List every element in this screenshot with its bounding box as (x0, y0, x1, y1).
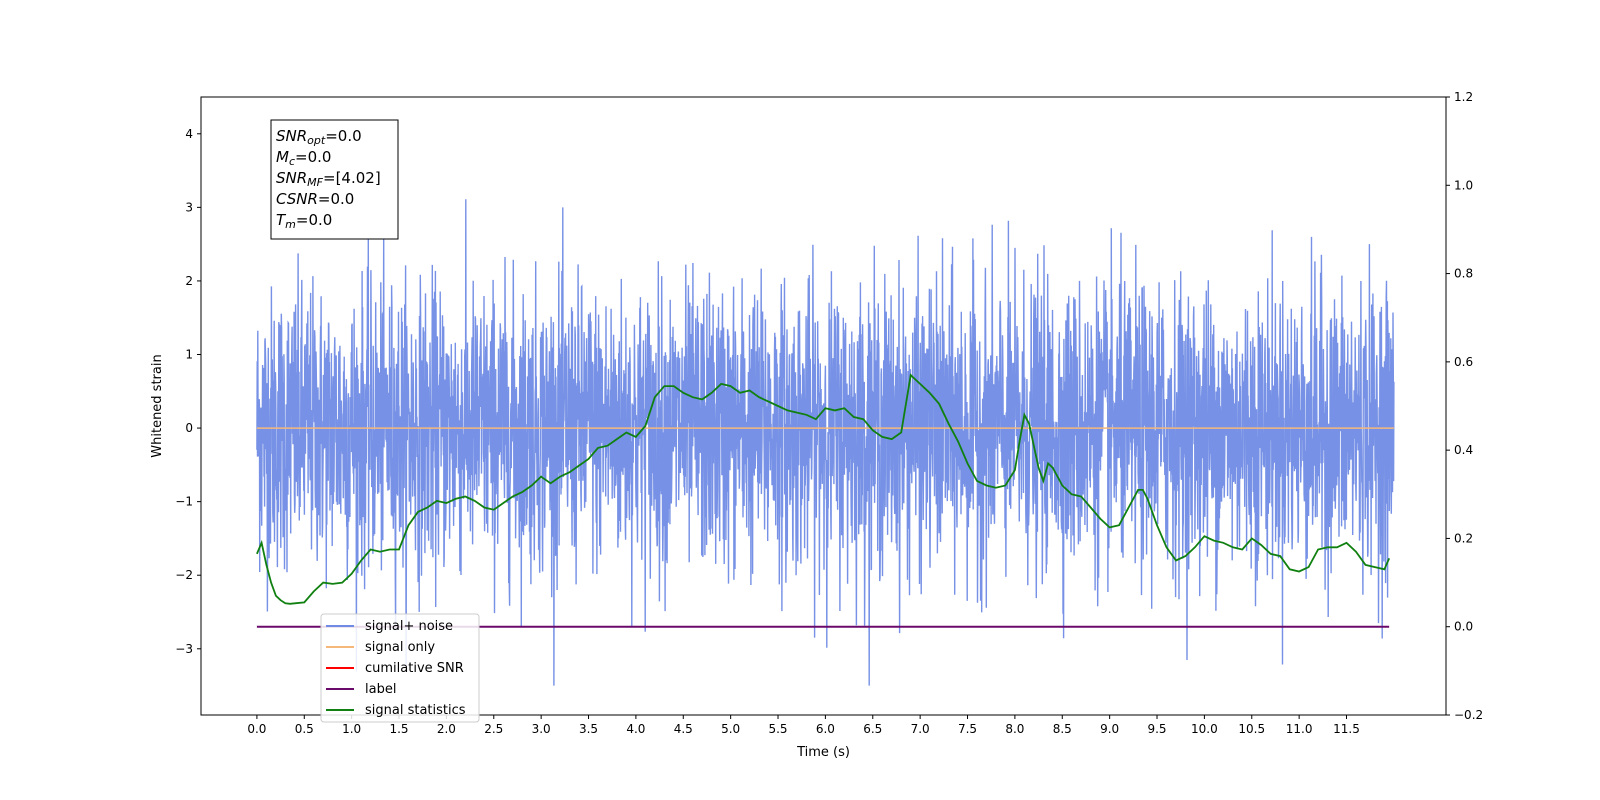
x-tick-label: 3.5 (579, 722, 598, 736)
x-tick-label: 4.5 (674, 722, 693, 736)
legend-label: cumilative SNR (365, 661, 464, 676)
x-tick-label: 2.5 (484, 722, 503, 736)
legend-label: label (365, 682, 396, 697)
annotation-line: CSNR=0.0 (276, 190, 354, 208)
x-axis-label: Time (s) (796, 745, 850, 760)
y2-tick-label: 1.0 (1454, 178, 1473, 192)
x-tick-label: 2.0 (437, 722, 456, 736)
y2-axis-ticks: −0.2 0.0 0.2 0.4 0.6 0.8 1.0 1.2 (1446, 90, 1483, 722)
y-tick-label: 2 (185, 274, 193, 288)
annotation-frame (270, 119, 399, 240)
x-tick-label: 5.0 (721, 722, 740, 736)
legend-frame (320, 613, 480, 723)
x-tick-label: 0.5 (295, 722, 314, 736)
x-tick-label: 3.0 (532, 722, 551, 736)
y-axis-ticks: −3 −2 −1 0 1 2 3 4 (175, 127, 201, 656)
y-tick-label: −2 (175, 568, 193, 582)
x-tick-label: 10.5 (1238, 722, 1265, 736)
x-tick-label: 6.0 (816, 722, 835, 736)
y-tick-label: −3 (175, 642, 193, 656)
x-tick-label: 9.5 (1147, 722, 1166, 736)
x-tick-label: 1.5 (389, 722, 408, 736)
x-tick-label: 10.0 (1191, 722, 1218, 736)
series-signal-statistics (256, 373, 1391, 605)
x-tick-label: 7.5 (958, 722, 977, 736)
legend: signal+ noise signal only cumilative SNR la… (320, 613, 480, 723)
annotation-line: Mc=0.0 (276, 148, 331, 168)
annotation-line: SNRopt=0.0 (276, 127, 362, 147)
y-tick-label: −1 (175, 495, 193, 509)
annotation-line: Tm=0.0 (276, 211, 332, 231)
y2-tick-label: 0.2 (1454, 531, 1473, 545)
legend-label: signal statistics (365, 703, 466, 718)
y-tick-label: 1 (185, 348, 193, 362)
y2-tick-label: 0.6 (1454, 355, 1473, 369)
y-tick-label: 3 (185, 200, 193, 214)
y2-tick-label: −0.2 (1454, 708, 1483, 722)
x-tick-label: 11.0 (1286, 722, 1313, 736)
annotation-line: SNRMF=[4.02] (276, 169, 381, 189)
y-tick-label: 4 (185, 127, 193, 141)
y2-tick-label: 0.4 (1454, 443, 1473, 457)
y-axis-label: Whitened strain (150, 354, 165, 457)
x-axis-ticks: 0.0 0.5 1.0 1.5 2.0 2.5 3.0 3.5 4.0 4.5 5.0 5.5 6.0 6… (247, 715, 1360, 736)
x-tick-label: 9.0 (1100, 722, 1119, 736)
x-tick-label: 6.5 (863, 722, 882, 736)
series-signal-noise (256, 199, 1395, 686)
legend-label: signal+ noise (365, 619, 453, 634)
x-tick-label: 1.0 (342, 722, 361, 736)
y-tick-label: 0 (185, 421, 193, 435)
x-tick-label: 11.5 (1333, 722, 1360, 736)
y2-tick-label: 1.2 (1454, 90, 1473, 104)
x-tick-label: 4.0 (626, 722, 645, 736)
x-tick-label: 7.0 (911, 722, 930, 736)
x-tick-label: 8.0 (1005, 722, 1024, 736)
x-tick-label: 8.5 (1053, 722, 1072, 736)
axes-frame (200, 96, 1447, 716)
y2-tick-label: 0.0 (1454, 620, 1473, 634)
legend-label: signal only (365, 640, 435, 655)
x-tick-label: 0.0 (247, 722, 266, 736)
y2-tick-label: 0.8 (1454, 267, 1473, 281)
x-tick-label: 5.5 (768, 722, 787, 736)
